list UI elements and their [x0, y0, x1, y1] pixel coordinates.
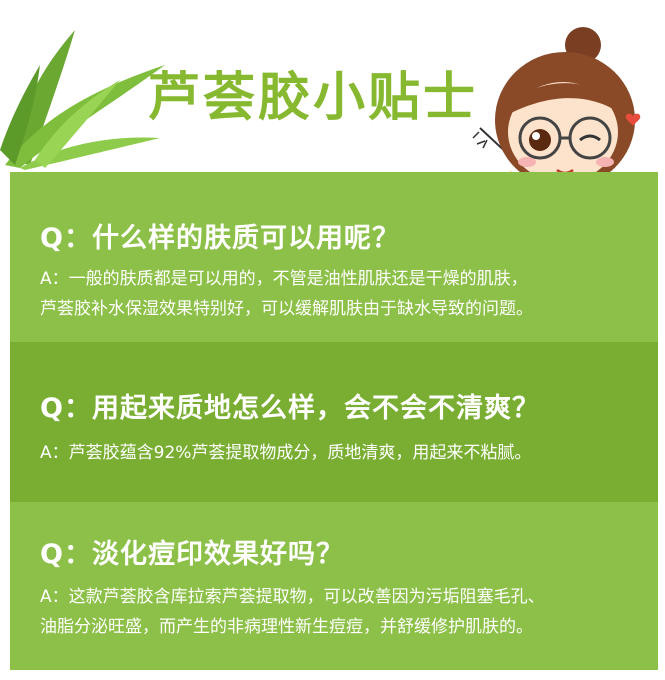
faq-question-1: Q：什么样的肤质可以用呢？	[40, 223, 400, 254]
faq-answer-1-line-1: A：一般的肤质都是可以用的，不管是油性肌肤还是干燥的肌肤，	[40, 269, 528, 289]
faq-answer-1: A：一般的肤质都是可以用的，不管是油性肌肤还是干燥的肌肤， 芦荟胶补水保湿效果特…	[40, 264, 640, 324]
faq-answer-3: A：这款芦荟胶含库拉索芦荟提取物，可以改善因为污垢阻塞毛孔、 油脂分泌旺盛，而产…	[40, 582, 640, 642]
faq-answer-3-line-1: A：这款芦荟胶含库拉索芦荟提取物，可以改善因为污垢阻塞毛孔、	[40, 587, 545, 607]
faq-answer-2-line-1: A：芦荟胶蕴含92%芦荟提取物成分，质地清爽，用起来不粘腻。	[40, 443, 532, 463]
faq-answer-1-line-2: 芦荟胶补水保湿效果特别好，可以缓解肌肤由于缺水导致的问题。	[40, 299, 533, 319]
aloe-leaves-icon	[0, 30, 165, 170]
faq-question-2: Q：用起来质地怎么样，会不会不清爽？	[40, 393, 540, 424]
faq-answer-3-line-2: 油脂分泌旺盛，而产生的非病理性新生痘痘，并舒缓修护肌肤的。	[40, 617, 533, 637]
page-title: 芦荟胶小贴士	[148, 68, 479, 128]
faq-panel-3: Q：淡化痘印效果好吗？ A：这款芦荟胶含库拉索芦荟提取物，可以改善因为污垢阻塞毛…	[10, 502, 658, 670]
faq-question-3: Q：淡化痘印效果好吗？	[40, 539, 344, 570]
faq-panel-1: Q：什么样的肤质可以用呢？ A：一般的肤质都是可以用的，不管是油性肌肤还是干燥的…	[10, 172, 658, 342]
faq-panel-2: Q：用起来质地怎么样，会不会不清爽？ A：芦荟胶蕴含92%芦荟提取物成分，质地清…	[10, 342, 658, 502]
faq-answer-2: A：芦荟胶蕴含92%芦荟提取物成分，质地清爽，用起来不粘腻。	[40, 438, 640, 468]
header: 芦荟胶小贴士	[0, 0, 665, 242]
